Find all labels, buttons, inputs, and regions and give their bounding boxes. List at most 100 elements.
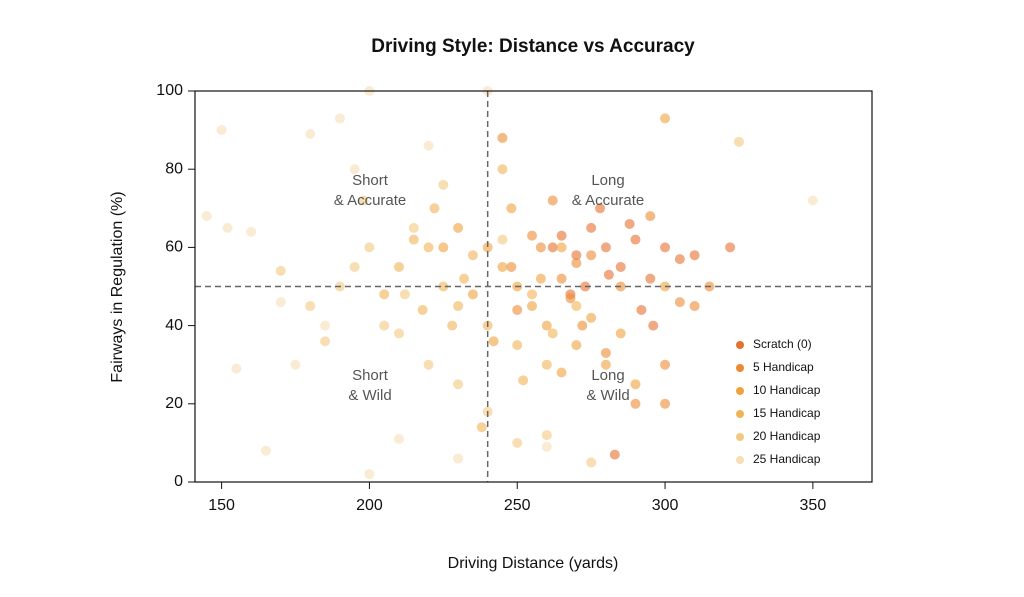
x-tick-label: 300 [652,497,679,514]
point [645,211,656,222]
point [423,242,434,253]
point [453,453,464,464]
point [807,195,818,206]
point [488,336,499,347]
point [527,289,538,300]
point [358,195,369,206]
point [290,359,301,370]
quadrant-label: Long [591,172,624,189]
point [379,289,390,300]
point [571,258,582,269]
point [556,367,567,378]
point [417,304,428,315]
point [379,320,390,331]
x-tick-label: 200 [356,497,383,514]
point [660,242,671,253]
y-tick-label: 40 [165,317,183,334]
legend-marker [736,341,744,349]
legend-marker [736,456,744,464]
point [577,320,588,331]
point [571,250,582,261]
point [467,250,478,261]
point [497,261,508,272]
y-tick-label: 100 [156,82,183,99]
point [600,359,611,370]
point [453,379,464,390]
point [408,234,419,245]
point [645,273,656,284]
point [497,164,508,175]
point [364,469,375,480]
point [541,441,552,452]
point [630,398,641,409]
quadrant-label: Long [591,367,624,384]
y-tick-label: 80 [165,160,183,177]
point [246,226,257,237]
point [447,320,458,331]
point [364,242,375,253]
point [586,250,597,261]
point [423,140,434,151]
point [571,340,582,351]
point [609,449,620,460]
point [512,340,523,351]
point [320,320,331,331]
x-tick-label: 250 [504,497,531,514]
chart-title: Driving Style: Distance vs Accuracy [371,36,695,57]
point [518,375,529,386]
quadrant-label: Short [352,172,389,189]
quadrant-label: & Wild [348,387,391,404]
point [624,218,635,229]
legend-label: 10 Handicap [753,383,821,397]
point [305,129,316,140]
legend-marker [736,410,744,418]
y-tick-label: 60 [165,239,183,256]
point [429,203,440,214]
legend-label: 15 Handicap [753,406,821,420]
point [497,234,508,245]
quadrant-label: & Accurate [334,192,407,209]
point [512,304,523,315]
point [476,422,487,433]
point [547,242,558,253]
point [586,457,597,468]
point [260,445,271,456]
x-axis-label: Driving Distance (yards) [448,555,619,572]
point [393,433,404,444]
point [216,125,227,136]
legend-label: 20 Handicap [753,429,821,443]
point [305,301,316,312]
point [556,242,567,253]
point [393,261,404,272]
point [648,320,659,331]
legend-label: Scratch (0) [753,337,812,351]
point [506,203,517,214]
point [527,301,538,312]
point [535,273,546,284]
point [349,164,360,175]
point [636,304,647,315]
point [512,437,523,448]
point [275,265,286,276]
point [725,242,736,253]
point [547,328,558,339]
legend-label: 25 Handicap [753,452,821,466]
y-tick-label: 0 [174,473,183,490]
x-tick-label: 350 [800,497,827,514]
point [630,379,641,390]
point [438,179,449,190]
quadrant-label: & Accurate [572,192,645,209]
point [571,301,582,312]
point [600,242,611,253]
point [459,273,470,284]
point [556,273,567,284]
point [689,250,700,261]
point [603,269,614,280]
point [438,281,449,292]
point [600,347,611,358]
quadrant-label: Short [352,367,389,384]
point [689,301,700,312]
point [615,328,626,339]
point [541,430,552,441]
legend-marker [736,387,744,395]
